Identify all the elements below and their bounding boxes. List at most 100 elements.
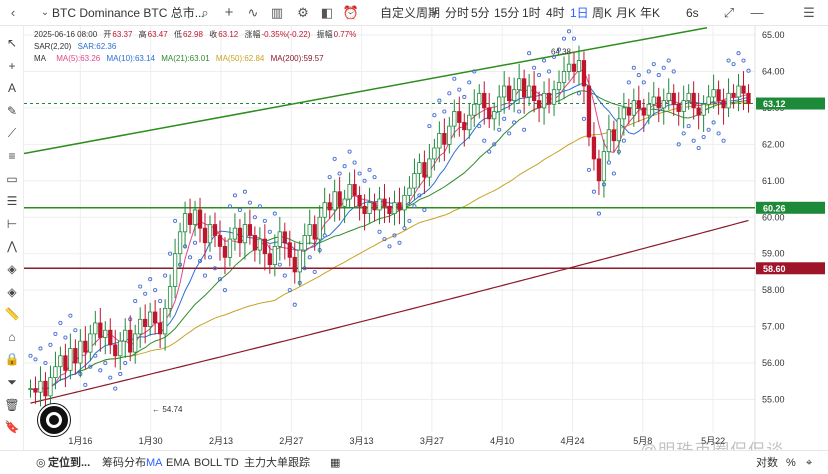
measure-icon[interactable]: ⊢	[6, 216, 18, 231]
candle-body	[546, 92, 552, 105]
search-icon[interactable]: ⌕	[201, 5, 209, 20]
sar-dot	[158, 299, 163, 304]
legend-close-label: 收	[209, 30, 218, 39]
brush-icon[interactable]: ✎	[6, 103, 18, 118]
ema-button[interactable]: EMA	[166, 457, 190, 469]
log-scale-button[interactable]: 对数	[756, 457, 778, 469]
candle-body	[676, 103, 681, 112]
palette-icon[interactable]: ◈	[7, 262, 17, 276]
percent-icon[interactable]: %	[786, 457, 796, 469]
legend-close: 63.12	[218, 30, 239, 39]
candle-body	[367, 202, 372, 215]
crosshair-icon[interactable]: +	[8, 58, 16, 73]
candle-body	[711, 89, 716, 98]
alert-icon[interactable]: ⏰	[342, 5, 360, 20]
symbol-title[interactable]: BTC Dominance BTC 总市...	[52, 6, 205, 20]
goto-button[interactable]: 定位到...	[48, 457, 91, 469]
bookmark-icon[interactable]: 🔖	[4, 420, 20, 435]
candle-body	[686, 92, 691, 102]
sar-dot	[202, 273, 208, 278]
candle-body	[212, 224, 218, 236]
interval-6[interactable]: 周K	[592, 6, 613, 20]
rectangle-icon[interactable]: ▭	[6, 171, 18, 186]
sar-dot	[571, 36, 577, 41]
sar-dot	[596, 211, 601, 216]
ma-label: MA	[34, 54, 46, 63]
magnet-icon[interactable]: ⌂	[8, 329, 16, 344]
candle-body	[317, 216, 322, 240]
interval-2[interactable]: 15分	[494, 6, 520, 20]
candle-body	[701, 103, 706, 116]
multi-line-icon[interactable]: ≡	[8, 149, 16, 163]
chart-type-icon[interactable]: ▥	[270, 5, 284, 20]
sar-dot	[372, 175, 377, 180]
sar-dot	[33, 357, 38, 362]
sar-dot	[537, 73, 542, 78]
sar-dot	[28, 353, 33, 358]
sar-dot	[611, 171, 616, 176]
candle-body	[257, 238, 263, 251]
sar-dot	[621, 138, 626, 143]
candle-body	[128, 329, 133, 353]
candle-body	[736, 85, 741, 98]
text-icon[interactable]: A	[7, 81, 16, 96]
sar-dot	[576, 91, 582, 96]
interval-8[interactable]: 年K	[640, 6, 661, 20]
main-force-button[interactable]: 主力大单跟踪	[244, 457, 310, 469]
horizontal-line-icon[interactable]: —	[750, 5, 764, 20]
interval-7[interactable]: 月K	[616, 6, 637, 20]
interval-4[interactable]: 4时	[546, 6, 565, 20]
expand-icon[interactable]: ⤢	[723, 5, 735, 20]
candle-body	[222, 246, 228, 258]
screenshot-icon[interactable]: ◧	[320, 5, 334, 20]
sar-dot	[217, 277, 223, 282]
sar-dot	[98, 368, 103, 373]
trash-icon[interactable]: 🗑	[4, 397, 20, 412]
location-icon[interactable]: ◎	[36, 457, 46, 469]
td-button[interactable]: TD	[224, 457, 239, 469]
back-icon[interactable]: ‹	[10, 5, 16, 20]
price-chart[interactable]: 1月16 1月30 2月13 2月27 3月13 3月27 4月10 4月24 5月8 5月22 6…	[24, 26, 828, 450]
add-icon[interactable]: +	[224, 4, 234, 21]
lock-icon[interactable]: 🔒	[4, 352, 20, 367]
sar-dot	[412, 204, 417, 209]
candle-body	[616, 118, 622, 142]
x-tick-label: 1月16	[68, 436, 92, 446]
candle-body	[123, 329, 128, 342]
dropdown-icon[interactable]: ⌄	[40, 7, 50, 18]
candle-body	[507, 85, 512, 102]
interval-0[interactable]: 分时	[445, 6, 470, 20]
boll-button[interactable]: BOLL	[194, 457, 223, 469]
candle-body	[322, 202, 327, 218]
candle-body	[531, 85, 537, 102]
indicator-icon[interactable]: ∿	[247, 5, 259, 20]
candle-body	[576, 60, 582, 72]
interval-1[interactable]: 5分	[471, 6, 490, 20]
candle-body	[63, 355, 68, 371]
sar-dot	[641, 80, 646, 85]
fib-icon[interactable]: ☰	[6, 194, 18, 209]
candle-body	[332, 191, 337, 211]
sar-dot	[247, 200, 252, 205]
interval-menu[interactable]: 自定义周期	[380, 6, 441, 20]
menu-icon[interactable]: ☰	[803, 5, 815, 20]
settings-icon[interactable]: ⚙	[297, 5, 309, 20]
cursor-icon[interactable]: ↖	[6, 36, 18, 50]
ruler-icon[interactable]: 📏	[4, 307, 20, 322]
trend-line-icon[interactable]: ⟋	[7, 126, 17, 141]
candle-body	[302, 235, 307, 251]
palette2-icon[interactable]: ◈	[7, 284, 17, 299]
grid-icon[interactable]: ▦	[330, 457, 341, 469]
chip-distribution-button[interactable]: 筹码分布	[102, 457, 146, 469]
candle-body	[566, 63, 572, 72]
filter-icon[interactable]: ⏷	[7, 375, 17, 389]
sar-dot	[327, 175, 332, 180]
interval-5[interactable]: 1日	[570, 6, 589, 20]
chevron-down-icon[interactable]: ▾	[432, 8, 438, 18]
sar-dot	[108, 375, 113, 380]
interval-3[interactable]: 1时	[522, 6, 541, 20]
candle-body	[157, 322, 163, 335]
auto-scale-icon[interactable]: ⌖	[806, 457, 813, 469]
pattern-icon[interactable]: ⋀	[7, 239, 17, 254]
ma-button[interactable]: MA	[146, 457, 163, 469]
